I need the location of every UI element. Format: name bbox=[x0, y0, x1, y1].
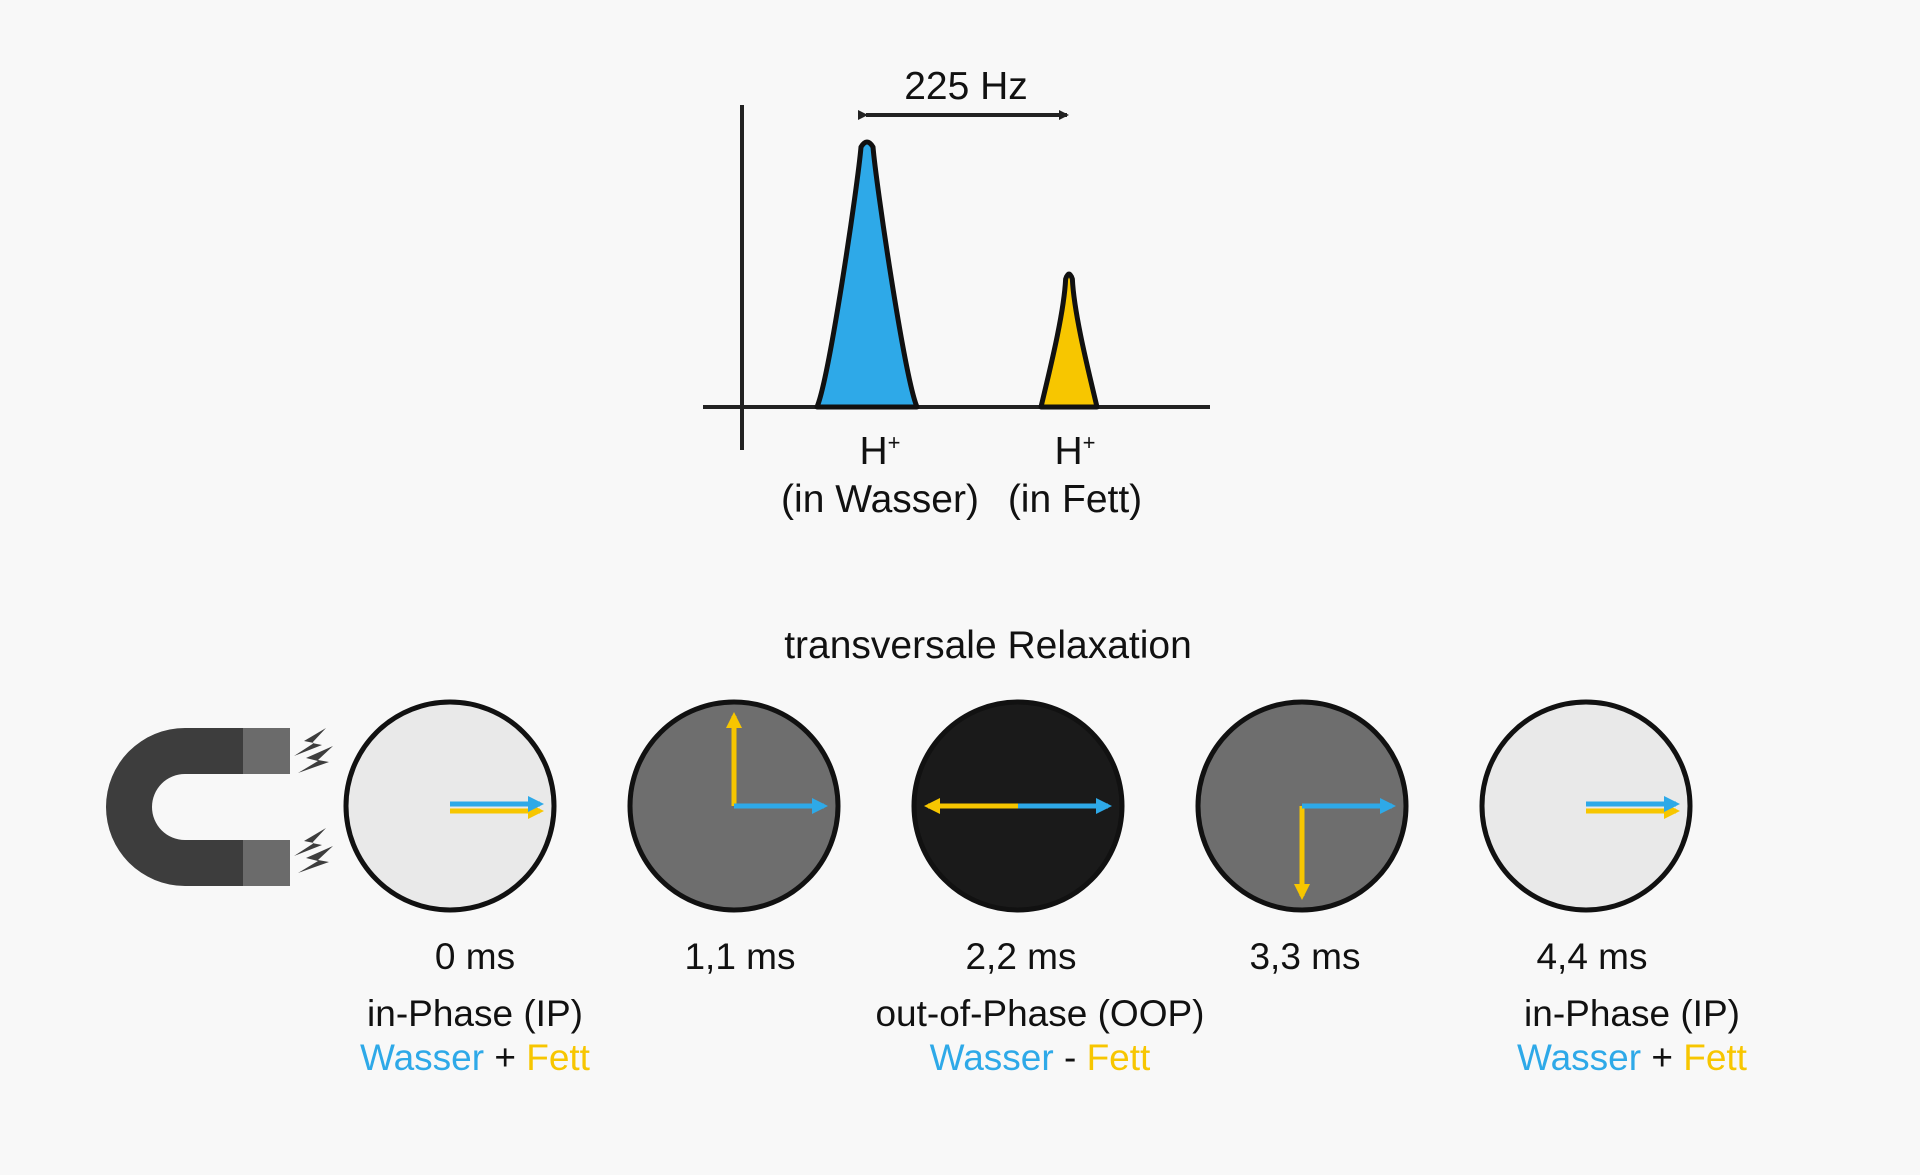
timepoint-caption: 0 ms in-Phase (IP) Wasser + Fett bbox=[300, 935, 650, 1080]
operator: + bbox=[1651, 1037, 1673, 1078]
operator: + bbox=[494, 1037, 516, 1078]
phase-disc bbox=[1479, 699, 1693, 913]
spark-icon bbox=[294, 728, 333, 873]
fat-term: Fett bbox=[526, 1037, 590, 1078]
fat-term: Fett bbox=[1086, 1037, 1151, 1078]
timepoint-formula: Wasser - Fett bbox=[830, 1036, 1250, 1080]
timepoint-time: 2,2 ms bbox=[965, 936, 1077, 977]
fat-term: Fett bbox=[1683, 1037, 1747, 1078]
timepoint-caption: 4,4 ms in-Phase (IP) Wasser + Fett bbox=[1457, 935, 1807, 1080]
peak-symbol: H bbox=[1054, 430, 1083, 473]
timepoint-time: 1,1 ms bbox=[684, 936, 796, 977]
water-term: Wasser bbox=[360, 1037, 485, 1078]
timepoint-time: 3,3 ms bbox=[1249, 936, 1361, 977]
timepoint-formula: Wasser + Fett bbox=[1457, 1036, 1807, 1080]
spectrum-plot bbox=[703, 105, 1210, 450]
peak-charge: + bbox=[887, 430, 901, 455]
timepoint-formula: Wasser + Fett bbox=[300, 1036, 650, 1080]
phase-discs bbox=[343, 699, 1693, 913]
timepoint-time: 4,4 ms bbox=[1536, 936, 1648, 977]
phase-disc bbox=[911, 699, 1125, 913]
peak-charge: + bbox=[1082, 430, 1096, 455]
timepoint-caption: 1,1 ms bbox=[590, 935, 890, 979]
timepoint-caption: 2,2 ms out-of-Phase (OOP) Wasser - Fett bbox=[830, 935, 1250, 1080]
water-peak bbox=[814, 139, 920, 410]
peak-substance: (in Fett) bbox=[1007, 478, 1143, 521]
peak-label-fat: H+ (in Fett) bbox=[960, 428, 1190, 524]
timepoint-time: 0 ms bbox=[434, 936, 516, 977]
timepoint-phase: out-of-Phase (OOP) bbox=[875, 993, 1205, 1034]
water-term: Wasser bbox=[1517, 1037, 1642, 1078]
phase-disc bbox=[1195, 699, 1409, 913]
peak-label-water: H+ (in Wasser) bbox=[765, 428, 995, 524]
phase-disc bbox=[627, 699, 841, 913]
timepoint-caption: 3,3 ms bbox=[1155, 935, 1455, 979]
phase-disc bbox=[343, 699, 557, 913]
relaxation-title: transversale Relaxation bbox=[784, 624, 1192, 667]
horseshoe-magnet-icon bbox=[106, 728, 333, 886]
timepoint-phase: in-Phase (IP) bbox=[367, 993, 583, 1034]
peak-substance: (in Wasser) bbox=[781, 478, 979, 521]
timepoint-phase: in-Phase (IP) bbox=[1524, 993, 1740, 1034]
frequency-gap-label: 225 Hz bbox=[904, 65, 1028, 108]
fat-peak bbox=[1038, 271, 1100, 410]
operator: - bbox=[1063, 1037, 1077, 1078]
peak-symbol: H bbox=[859, 430, 888, 473]
water-term: Wasser bbox=[929, 1037, 1054, 1078]
